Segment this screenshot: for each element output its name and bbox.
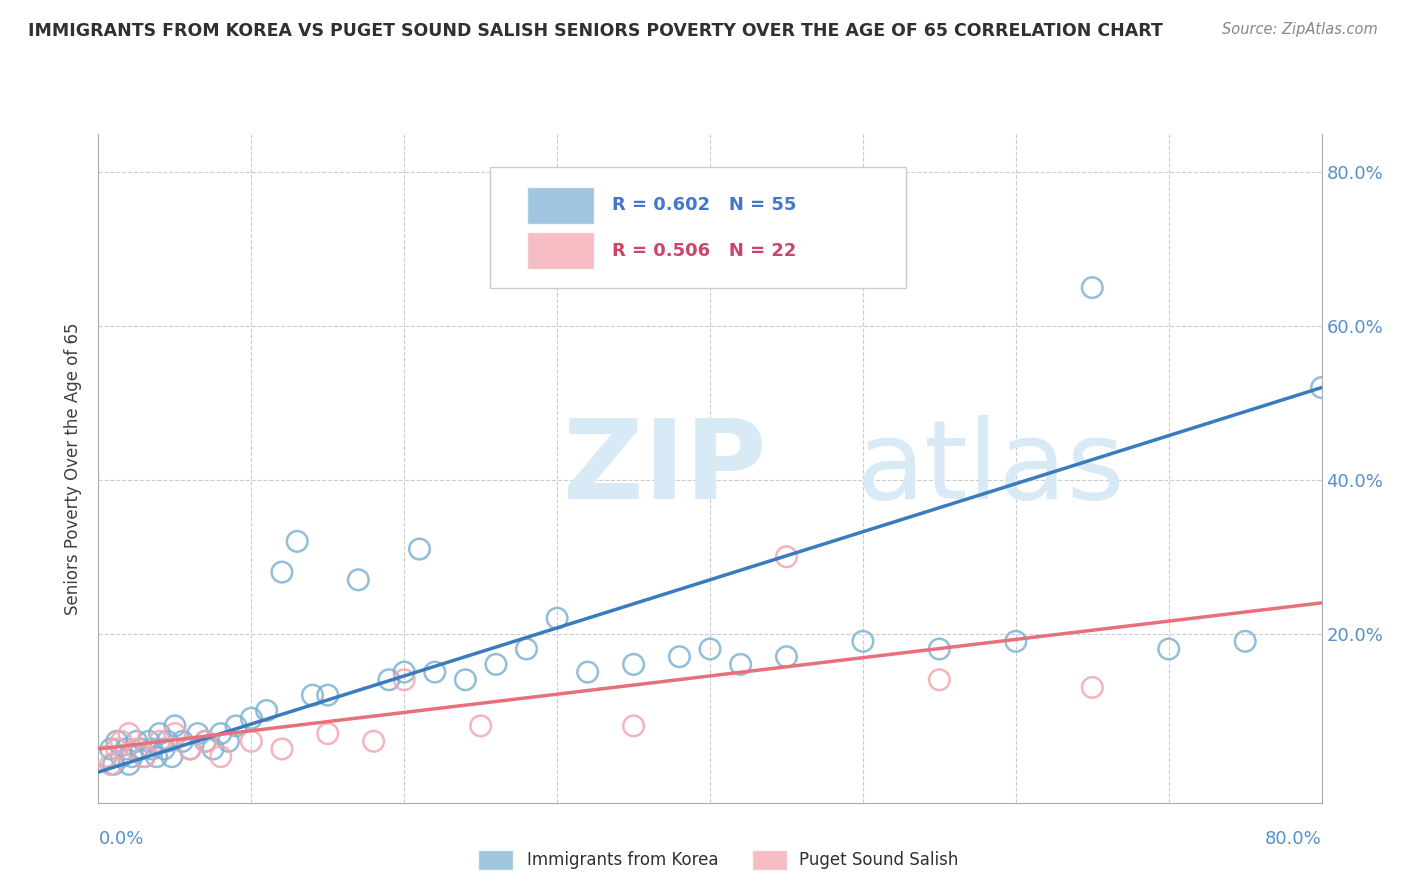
Point bbox=[775, 549, 797, 564]
Point bbox=[129, 742, 152, 756]
Point bbox=[202, 742, 225, 756]
Point bbox=[125, 734, 148, 748]
Point bbox=[392, 673, 416, 687]
Text: 0.0%: 0.0% bbox=[98, 830, 143, 847]
Point bbox=[928, 642, 950, 657]
Point bbox=[209, 726, 232, 740]
Point bbox=[105, 734, 128, 748]
Point bbox=[270, 565, 292, 579]
Point bbox=[172, 734, 194, 748]
Point bbox=[454, 673, 477, 687]
Point bbox=[118, 757, 141, 772]
Text: Puget Sound Salish: Puget Sound Salish bbox=[799, 851, 957, 869]
Point bbox=[94, 749, 117, 764]
Point bbox=[1004, 634, 1026, 648]
Point bbox=[125, 742, 148, 756]
Point bbox=[378, 673, 401, 687]
Point bbox=[217, 734, 239, 748]
Point bbox=[141, 742, 163, 756]
Point bbox=[1081, 280, 1104, 294]
Point bbox=[256, 704, 278, 718]
Point bbox=[485, 657, 508, 672]
Point bbox=[149, 726, 172, 740]
Point bbox=[699, 642, 721, 657]
Point bbox=[423, 665, 446, 679]
Point bbox=[209, 749, 232, 764]
Point bbox=[100, 742, 122, 756]
Point bbox=[156, 734, 179, 748]
Point bbox=[149, 734, 172, 748]
Point bbox=[94, 749, 117, 764]
Point bbox=[1234, 634, 1257, 648]
Point bbox=[668, 649, 690, 664]
Point bbox=[623, 719, 645, 733]
Point bbox=[187, 726, 209, 740]
Point bbox=[316, 726, 339, 740]
Point bbox=[194, 734, 217, 748]
Point bbox=[546, 611, 568, 625]
Point bbox=[392, 665, 416, 679]
Point bbox=[470, 719, 492, 733]
Point bbox=[160, 749, 183, 764]
Point bbox=[301, 688, 323, 702]
Point bbox=[163, 719, 186, 733]
Text: R = 0.506   N = 22: R = 0.506 N = 22 bbox=[612, 242, 797, 260]
Text: atlas: atlas bbox=[856, 415, 1125, 522]
Point bbox=[730, 657, 752, 672]
Point bbox=[225, 719, 247, 733]
Point bbox=[363, 734, 385, 748]
Point bbox=[928, 673, 950, 687]
Point bbox=[153, 742, 176, 756]
Text: 80.0%: 80.0% bbox=[1265, 830, 1322, 847]
Point bbox=[270, 742, 292, 756]
Point bbox=[285, 534, 308, 549]
Point bbox=[623, 657, 645, 672]
Point bbox=[115, 742, 138, 756]
Text: Immigrants from Korea: Immigrants from Korea bbox=[527, 851, 718, 869]
Point bbox=[576, 665, 599, 679]
Point bbox=[852, 634, 875, 648]
Point bbox=[118, 726, 141, 740]
Point bbox=[194, 734, 217, 748]
FancyBboxPatch shape bbox=[489, 168, 905, 288]
Point bbox=[100, 757, 122, 772]
Point bbox=[240, 711, 263, 725]
FancyBboxPatch shape bbox=[527, 232, 593, 269]
FancyBboxPatch shape bbox=[527, 187, 593, 224]
Point bbox=[179, 742, 201, 756]
Point bbox=[775, 649, 797, 664]
Point bbox=[121, 749, 143, 764]
Point bbox=[145, 749, 167, 764]
Point bbox=[138, 734, 160, 748]
Point bbox=[408, 542, 430, 557]
Point bbox=[134, 749, 156, 764]
Point bbox=[110, 734, 132, 748]
Point bbox=[103, 757, 125, 772]
Point bbox=[1081, 681, 1104, 695]
Point bbox=[1310, 380, 1333, 394]
Point bbox=[316, 688, 339, 702]
Point bbox=[240, 734, 263, 748]
Point bbox=[163, 726, 186, 740]
Point bbox=[134, 749, 156, 764]
Text: IMMIGRANTS FROM KOREA VS PUGET SOUND SALISH SENIORS POVERTY OVER THE AGE OF 65 C: IMMIGRANTS FROM KOREA VS PUGET SOUND SAL… bbox=[28, 22, 1163, 40]
Point bbox=[110, 749, 132, 764]
Point bbox=[347, 573, 370, 587]
Text: R = 0.602   N = 55: R = 0.602 N = 55 bbox=[612, 196, 797, 214]
Point bbox=[1157, 642, 1180, 657]
Text: ZIP: ZIP bbox=[564, 415, 766, 522]
Text: Source: ZipAtlas.com: Source: ZipAtlas.com bbox=[1222, 22, 1378, 37]
Point bbox=[516, 642, 538, 657]
Y-axis label: Seniors Poverty Over the Age of 65: Seniors Poverty Over the Age of 65 bbox=[65, 322, 83, 615]
Point bbox=[179, 742, 201, 756]
Point bbox=[105, 742, 128, 756]
